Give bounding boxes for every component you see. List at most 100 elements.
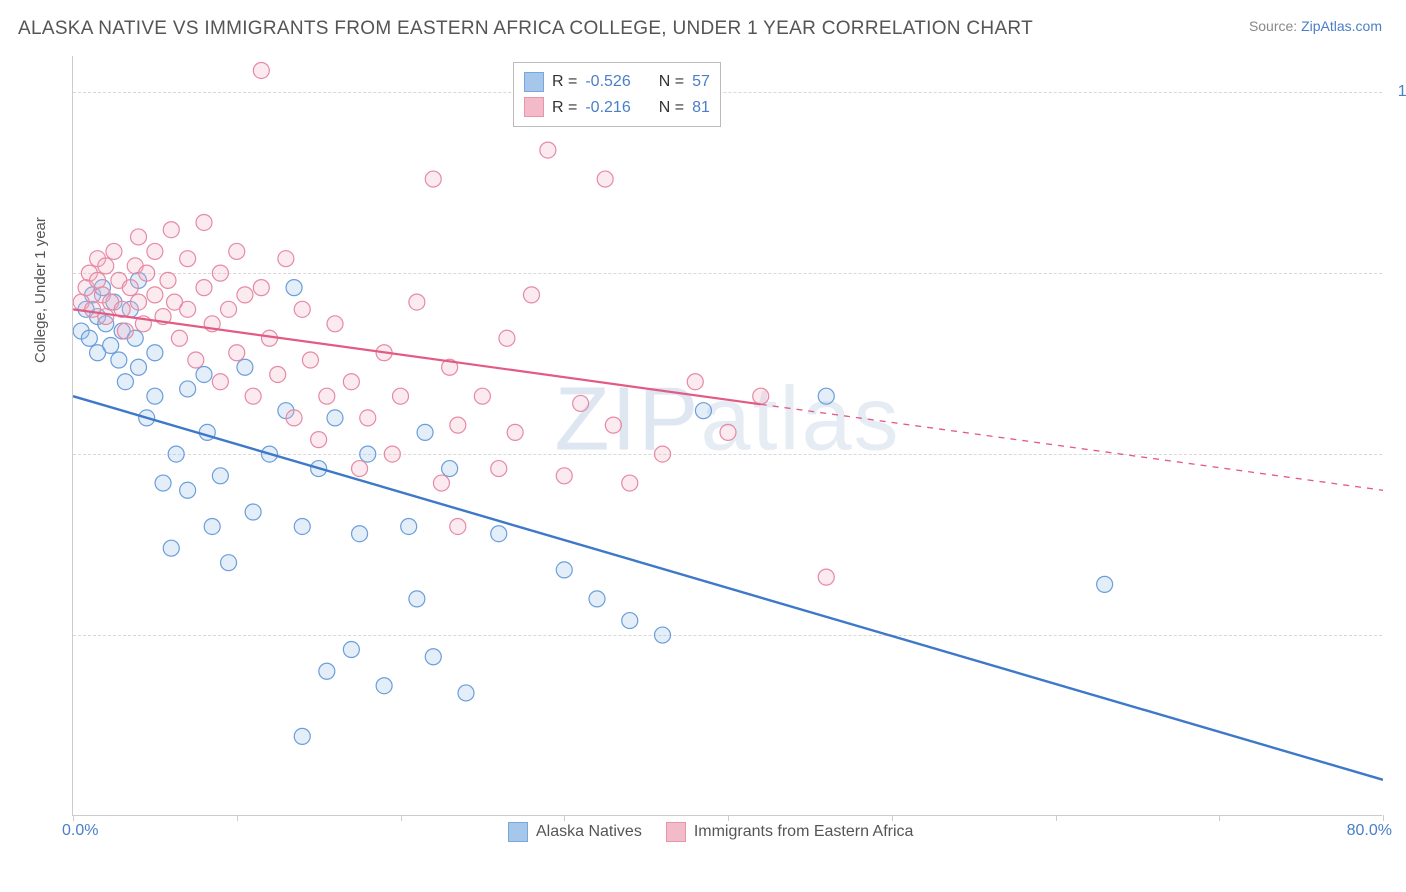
data-point xyxy=(687,374,703,390)
data-point xyxy=(278,251,294,267)
data-point xyxy=(131,294,147,310)
r-label: R = xyxy=(552,95,577,121)
data-point xyxy=(589,591,605,607)
x-tick-label-min: 0.0% xyxy=(62,822,98,840)
data-point xyxy=(180,301,196,317)
data-point xyxy=(450,518,466,534)
data-point xyxy=(163,540,179,556)
source-link[interactable]: ZipAtlas.com xyxy=(1301,18,1382,34)
data-point xyxy=(163,222,179,238)
data-point xyxy=(433,475,449,491)
data-point xyxy=(168,446,184,462)
data-point xyxy=(753,388,769,404)
data-point xyxy=(196,366,212,382)
data-point xyxy=(622,613,638,629)
trend-line xyxy=(73,396,1383,780)
data-point xyxy=(294,518,310,534)
data-point xyxy=(212,265,228,281)
data-point xyxy=(450,417,466,433)
swatch-series-2 xyxy=(666,822,686,842)
data-point xyxy=(425,649,441,665)
data-point xyxy=(245,504,261,520)
data-point xyxy=(196,280,212,296)
n-label: N = xyxy=(659,69,684,95)
data-point xyxy=(237,287,253,303)
y-tick-label: 75.0% xyxy=(1392,264,1406,282)
data-point xyxy=(98,258,114,274)
data-point xyxy=(458,685,474,701)
data-point xyxy=(384,446,400,462)
data-point xyxy=(818,388,834,404)
y-tick-label: 50.0% xyxy=(1392,445,1406,463)
data-point xyxy=(655,627,671,643)
n-value-1: 57 xyxy=(692,69,710,95)
data-point xyxy=(147,243,163,259)
data-point xyxy=(286,410,302,426)
data-point xyxy=(294,301,310,317)
chart-container: College, Under 1 year ZIPatlas 25.0%50.0… xyxy=(48,56,1388,846)
data-point xyxy=(103,338,119,354)
data-point xyxy=(343,374,359,390)
legend-row-series-1: R = -0.526 N = 57 xyxy=(524,69,710,95)
data-point xyxy=(622,475,638,491)
data-point xyxy=(111,352,127,368)
r-value-1: -0.526 xyxy=(585,69,630,95)
data-point xyxy=(160,272,176,288)
data-point xyxy=(720,424,736,440)
data-point xyxy=(327,316,343,332)
data-point xyxy=(360,410,376,426)
data-point xyxy=(524,287,540,303)
legend-label-2: Immigrants from Eastern Africa xyxy=(694,823,914,841)
source-attribution: Source: ZipAtlas.com xyxy=(1249,18,1382,34)
data-point xyxy=(188,352,204,368)
y-tick-label: 25.0% xyxy=(1392,626,1406,644)
data-point xyxy=(352,526,368,542)
data-point xyxy=(155,475,171,491)
data-point xyxy=(556,562,572,578)
data-point xyxy=(695,403,711,419)
data-point xyxy=(196,214,212,230)
data-point xyxy=(605,417,621,433)
data-point xyxy=(1097,576,1113,592)
data-point xyxy=(117,323,133,339)
data-point xyxy=(499,330,515,346)
source-prefix: Source: xyxy=(1249,18,1301,34)
y-tick-label: 100.0% xyxy=(1392,83,1406,101)
data-point xyxy=(376,678,392,694)
data-point xyxy=(319,663,335,679)
data-point xyxy=(98,309,114,325)
series-legend: Alaska Natives Immigrants from Eastern A… xyxy=(508,822,913,842)
data-point xyxy=(221,301,237,317)
legend-label-1: Alaska Natives xyxy=(536,823,642,841)
data-point xyxy=(147,388,163,404)
data-point xyxy=(302,352,318,368)
data-point xyxy=(556,468,572,484)
data-point xyxy=(81,330,97,346)
r-label: R = xyxy=(552,69,577,95)
data-point xyxy=(180,251,196,267)
data-point xyxy=(147,287,163,303)
data-point xyxy=(171,330,187,346)
data-point xyxy=(311,432,327,448)
data-point xyxy=(327,410,343,426)
data-point xyxy=(229,345,245,361)
data-point xyxy=(409,294,425,310)
data-point xyxy=(818,569,834,585)
trend-line xyxy=(73,309,761,404)
data-point xyxy=(417,424,433,440)
trend-line-extrapolated xyxy=(761,404,1383,490)
legend-item-1: Alaska Natives xyxy=(508,822,642,842)
data-point xyxy=(360,446,376,462)
data-point xyxy=(106,243,122,259)
data-point xyxy=(253,280,269,296)
data-point xyxy=(180,482,196,498)
data-point xyxy=(507,424,523,440)
data-point xyxy=(180,381,196,397)
data-point xyxy=(393,388,409,404)
swatch-series-1 xyxy=(508,822,528,842)
data-point xyxy=(442,461,458,477)
scatter-svg xyxy=(73,56,1383,816)
data-point xyxy=(597,171,613,187)
data-point xyxy=(343,642,359,658)
data-point xyxy=(286,280,302,296)
